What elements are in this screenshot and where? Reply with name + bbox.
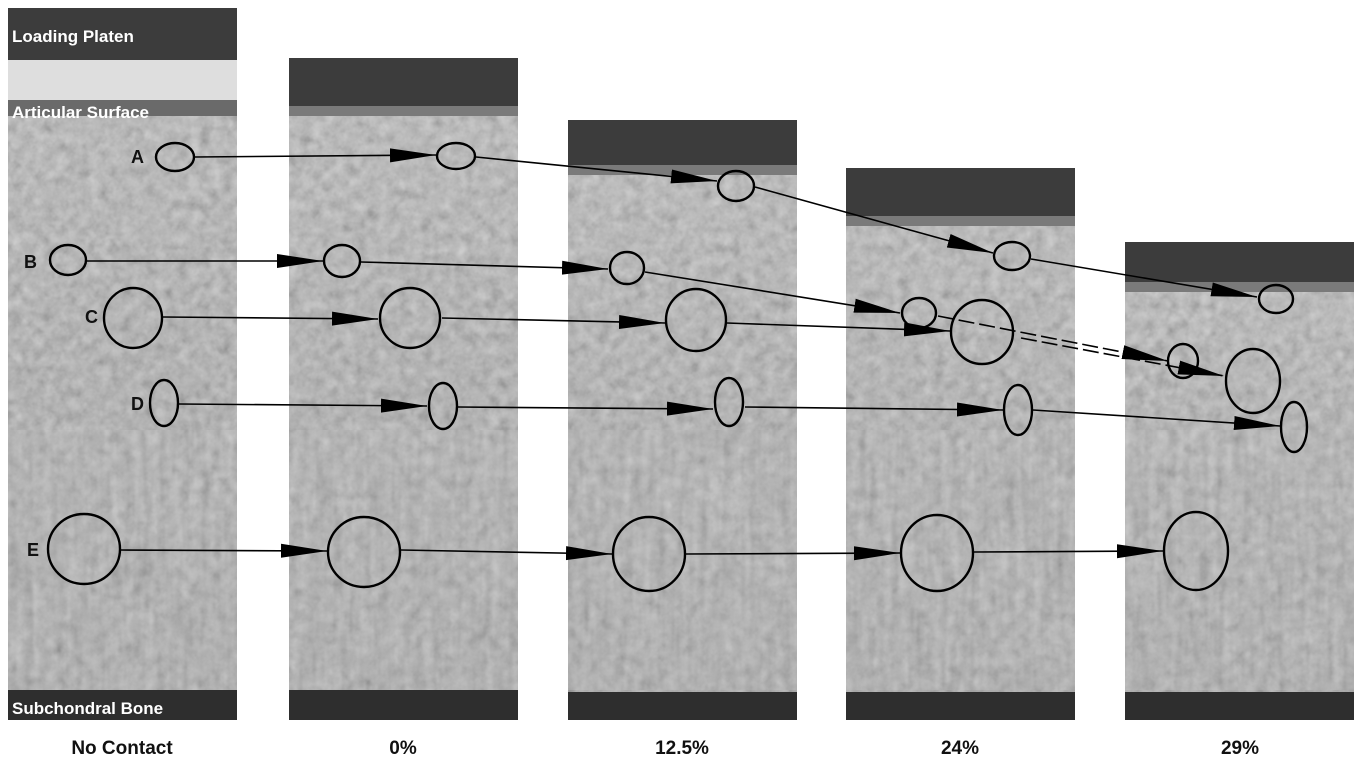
track-d-4	[1032, 409, 1281, 431]
cell-label-c: C	[85, 307, 98, 327]
cell-a-ring	[154, 141, 196, 173]
cell-a-ring	[716, 169, 756, 203]
panel-29-percent	[1125, 242, 1354, 720]
subchondral-bone-label: Subchondral Bone	[12, 699, 163, 718]
track-a-1	[194, 148, 437, 163]
cell-label-a: A	[131, 147, 144, 167]
track-c-3	[726, 322, 951, 337]
cell-c-ring	[664, 287, 728, 353]
track-d-3	[744, 402, 1004, 417]
cell-label-b: B	[24, 252, 37, 272]
track-a-3	[754, 186, 994, 254]
track-e-3	[685, 546, 901, 561]
cell-e-ring	[1162, 510, 1230, 592]
cell-label-d: D	[131, 394, 144, 414]
track-d-2	[457, 401, 714, 416]
cell-e-ring	[46, 512, 122, 586]
track-e-4	[973, 544, 1164, 559]
track-b-4	[937, 315, 1169, 362]
loading-platen-label: Loading Platen	[12, 27, 134, 46]
cell-b-ring	[1166, 342, 1200, 380]
cell-d-ring	[1002, 383, 1034, 437]
cell-c-ring	[378, 286, 442, 350]
track-b-2	[360, 260, 609, 275]
cell-b-ring	[322, 243, 362, 279]
track-c-2	[441, 314, 666, 329]
panel-label-12-5: 12.5%	[655, 738, 709, 759]
track-a-2	[475, 156, 718, 184]
panel-label-29: 29%	[1221, 738, 1259, 759]
panel-label-no-contact: No Contact	[71, 738, 173, 759]
cell-c-ring	[1224, 347, 1282, 415]
track-d-1	[178, 398, 428, 413]
panel-0-percent	[289, 58, 518, 720]
cell-e-ring	[326, 515, 402, 589]
cell-b-ring	[48, 243, 88, 277]
track-a-4	[1030, 258, 1258, 298]
cell-a-ring	[1257, 283, 1295, 315]
track-b-3	[644, 271, 901, 314]
cell-e-ring	[611, 515, 687, 593]
cell-a-ring	[435, 141, 477, 171]
track-e-1	[119, 543, 328, 558]
cell-a-ring	[992, 240, 1032, 272]
cell-c-ring	[949, 298, 1015, 366]
cell-d-ring	[148, 378, 180, 428]
cell-b-ring	[608, 250, 646, 286]
track-c-1	[162, 311, 379, 326]
cell-c-ring	[102, 286, 164, 350]
panel-label-0: 0%	[389, 738, 417, 759]
cell-e-ring	[899, 513, 975, 593]
cell-d-ring	[427, 381, 459, 431]
panel-24-percent	[846, 168, 1075, 720]
articular-surface-label: Articular Surface	[12, 103, 149, 122]
cell-d-ring	[1279, 400, 1309, 454]
panel-no-contact	[8, 8, 237, 720]
panel-12-5-percent	[568, 120, 797, 720]
cell-d-ring	[713, 376, 745, 428]
track-e-2	[400, 546, 613, 561]
panel-label-24: 24%	[941, 738, 979, 759]
track-c-4	[1020, 337, 1225, 377]
cell-label-e: E	[27, 540, 39, 560]
cell-b-ring	[900, 296, 938, 330]
